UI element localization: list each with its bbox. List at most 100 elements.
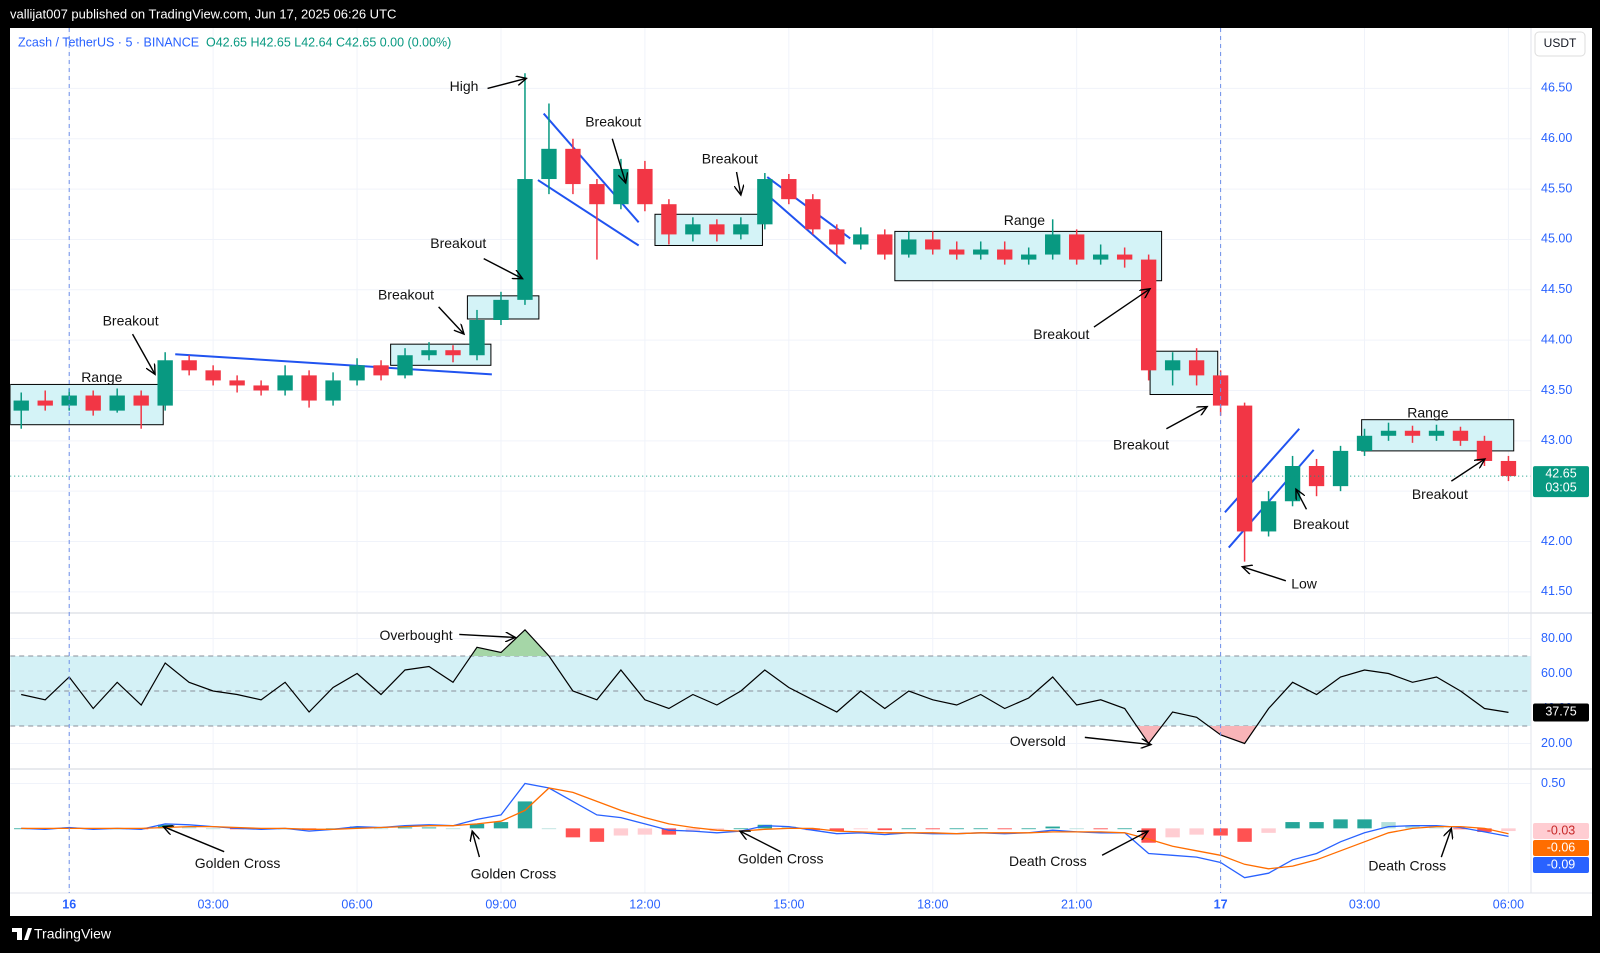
plot-layer: 16 03:00 06:00 09:00 12:00 15:00 18:00 21:00 17 0… [10, 28, 1592, 911]
candle-body [1404, 430, 1421, 436]
histogram-bar [805, 828, 821, 831]
candle-body [469, 320, 485, 356]
macd-badge-value: -0.06 [1547, 840, 1576, 854]
candle-body [613, 168, 629, 205]
candle-body [421, 350, 437, 356]
histogram-bar [1165, 828, 1180, 838]
x-tick-label: 06:00 [341, 897, 372, 911]
publisher: vallijat007 published on TradingView.com… [10, 6, 396, 21]
annotation-arrow [1101, 831, 1148, 856]
candle-body [661, 204, 677, 235]
brand: TradingView [34, 926, 112, 942]
histogram-bar [541, 828, 557, 830]
annotation-arrow [737, 171, 741, 195]
histogram-bar [517, 801, 533, 829]
candle-body [685, 224, 701, 235]
x-tick-label: 17 [1214, 897, 1228, 911]
candle-body [997, 249, 1013, 260]
annotation: Range [1407, 404, 1448, 420]
annotation-arrow [611, 138, 625, 183]
histogram-bar [1309, 822, 1324, 829]
footer-bar [0, 916, 1600, 953]
histogram-bar [901, 828, 916, 830]
histogram-bar [565, 828, 581, 838]
annotation-arrow [1440, 828, 1451, 858]
histogram-bar [469, 823, 485, 829]
candle-body [1140, 259, 1157, 371]
x-tick-label: 21:00 [1061, 897, 1092, 911]
macd-badge-value: -0.03 [1547, 823, 1576, 837]
candle-body [565, 148, 581, 185]
pane-0 [10, 28, 1531, 612]
candle-body [637, 168, 653, 205]
currency-box[interactable] [1534, 31, 1586, 57]
candle-body [733, 224, 749, 235]
brand-logo [12, 928, 32, 940]
histogram-bar [589, 828, 605, 842]
x-tick-label: 16 [62, 897, 76, 911]
histogram-bar [1477, 828, 1492, 832]
candle-body [133, 395, 149, 406]
x-tick-label: 03:00 [1349, 897, 1380, 911]
annotation: Golden Cross [738, 850, 824, 866]
histogram-bar [757, 824, 773, 829]
candle-body [805, 199, 821, 230]
histogram-bar [829, 828, 845, 832]
histogram-bar [925, 828, 940, 830]
macd-badge-value: -0.09 [1547, 857, 1576, 871]
y-tick-label: 43.00 [1541, 433, 1572, 447]
candle-body [61, 395, 77, 406]
histogram-bar [1501, 828, 1516, 832]
macd-badge [1533, 857, 1589, 874]
annotation-arrow [1296, 489, 1308, 510]
candle-body [1476, 440, 1493, 461]
annotation: Range [81, 369, 122, 385]
pane-1 [10, 614, 1532, 768]
annotation-arrow [1450, 459, 1485, 482]
histogram-bar [733, 828, 749, 830]
candle-body [925, 239, 941, 250]
histogram-bar [1429, 827, 1444, 829]
signal-line [21, 787, 1509, 870]
candle-body [1284, 466, 1301, 502]
currency[interactable]: USDT [1544, 36, 1577, 50]
candle-body [1188, 360, 1205, 376]
candle-body [1236, 405, 1253, 532]
annotation-arrow [131, 333, 156, 374]
annotation: Breakout [430, 235, 486, 251]
symbol-legend: Zcash / TetherUS · 5 · BINANCE [18, 35, 199, 49]
y-tick-label: 46.50 [1541, 81, 1572, 95]
annotation-arrow [740, 831, 781, 853]
candle-body [1069, 234, 1085, 260]
annotation-arrow [438, 306, 464, 334]
candle-body [589, 184, 605, 205]
candle-body [325, 380, 341, 401]
trend-line [175, 353, 492, 376]
annotation: Breakout [702, 151, 758, 167]
histogram-bar [781, 826, 797, 829]
candle-body [37, 400, 53, 406]
y-tick-label: 46.00 [1541, 131, 1572, 145]
candle-body [1500, 460, 1517, 477]
candle-body [1021, 254, 1037, 260]
annotation: Death Cross [1368, 858, 1446, 874]
annotation-arrow [487, 78, 527, 90]
annotation: Breakout [378, 287, 434, 303]
candle-body [1092, 254, 1109, 260]
y-tick-label: 60.00 [1541, 666, 1572, 680]
histogram-bar [445, 828, 461, 830]
histogram-bar [973, 828, 988, 830]
annotation-arrow [472, 831, 481, 858]
x-tick-label: 18:00 [917, 897, 948, 911]
price-badge [1533, 466, 1589, 498]
histogram-bar [1093, 828, 1108, 830]
histogram-bar [1117, 828, 1132, 830]
candle-body [1260, 501, 1277, 532]
candle-body [157, 360, 173, 406]
candle-body [949, 249, 965, 255]
candle-body [493, 299, 509, 320]
annotation: Death Cross [1009, 853, 1087, 869]
histogram-bar [181, 826, 197, 829]
histogram-bar [493, 822, 509, 829]
